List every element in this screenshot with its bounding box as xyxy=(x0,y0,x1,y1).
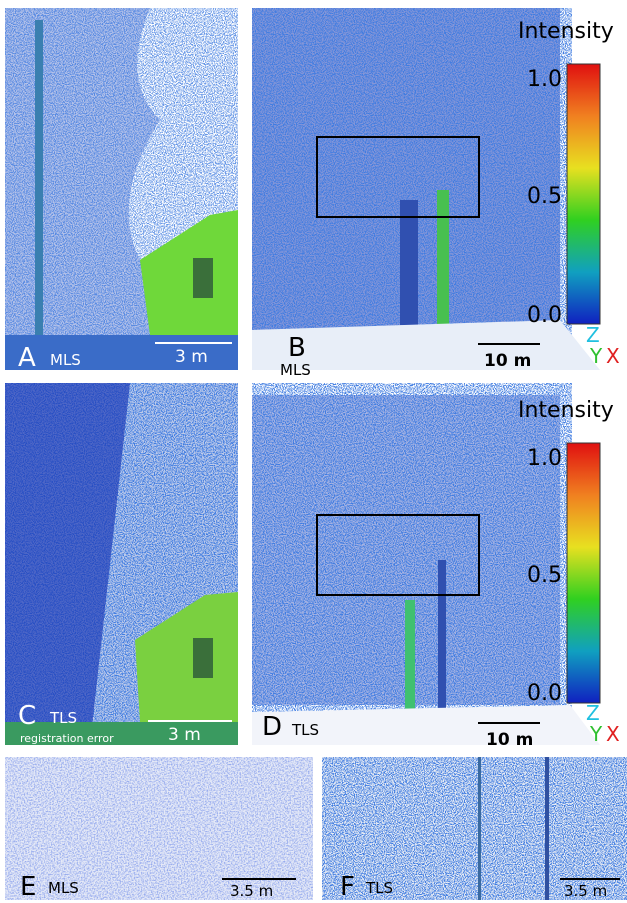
axis-x: X xyxy=(606,722,620,746)
colorbar-tick: 0.5 xyxy=(527,563,562,588)
note: registration error xyxy=(20,732,114,745)
scale-label: 3.5 m xyxy=(230,882,273,900)
panel-label: C xyxy=(18,701,36,731)
colorbar-tick: 0.0 xyxy=(527,681,562,706)
colorbar-title: Intensity xyxy=(518,398,614,423)
panel-sublabel: MLS xyxy=(48,879,79,897)
panel-sublabel: MLS xyxy=(50,351,81,369)
panel-label: D xyxy=(262,712,282,742)
axis-y: Y xyxy=(589,722,603,746)
panel-label: F xyxy=(340,872,355,902)
axis-x: X xyxy=(606,344,620,368)
panel-label: E xyxy=(20,872,36,902)
scale-label: 3 m xyxy=(175,347,208,367)
axis-y: Y xyxy=(589,344,603,368)
colorbar-tick: 0.0 xyxy=(527,303,562,328)
colorbar-tick: 1.0 xyxy=(527,67,562,92)
figure: A MLS 3 m B MLS 10 m Intensity 1.0 0.5 0… xyxy=(0,0,627,903)
colorbar xyxy=(567,443,600,703)
colorbar-tick: 0.5 xyxy=(527,184,562,209)
panel-sublabel: TLS xyxy=(365,879,393,897)
panel-sublabel: TLS xyxy=(291,721,319,739)
colorbar-tick: 1.0 xyxy=(527,446,562,471)
scale-label: 10 m xyxy=(484,351,531,371)
scale-label: 10 m xyxy=(486,730,533,750)
panel-label: B xyxy=(288,333,306,363)
scale-label: 3 m xyxy=(168,725,201,745)
colorbar xyxy=(567,64,600,324)
panel-label: A xyxy=(18,343,36,373)
panel-sublabel: TLS xyxy=(49,709,77,727)
colorbar-title: Intensity xyxy=(518,19,614,44)
panel-a xyxy=(5,8,238,370)
panel-c xyxy=(5,383,238,745)
panel-sublabel: MLS xyxy=(280,361,311,379)
scale-label: 3.5 m xyxy=(564,882,607,900)
